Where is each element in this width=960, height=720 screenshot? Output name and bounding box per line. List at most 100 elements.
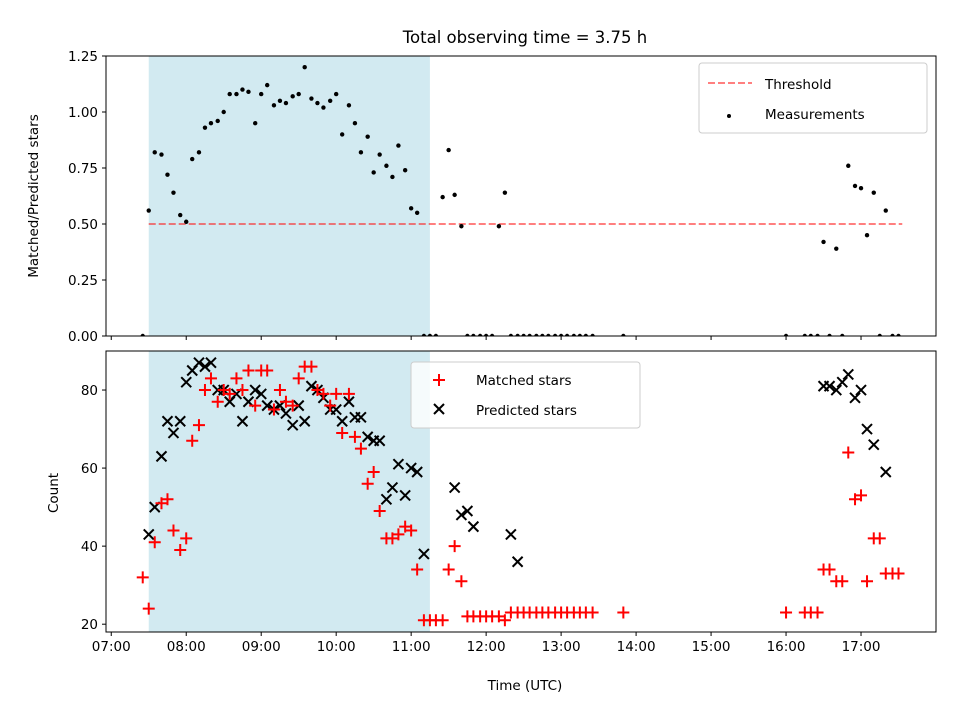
matched-star-point	[148, 536, 161, 549]
measurement-point	[433, 333, 439, 336]
measurement-point	[621, 333, 626, 336]
matched-star-point	[292, 372, 305, 385]
measurement-point	[440, 194, 445, 200]
predicted-star-point	[861, 423, 873, 435]
matched-star-point	[167, 524, 180, 537]
predicted-star-point	[205, 357, 217, 369]
measurement-point	[402, 168, 408, 173]
measurement-point	[277, 98, 283, 104]
matched-star-point	[211, 395, 224, 408]
x-tick-label: 09:00	[242, 639, 281, 655]
predicted-star-point	[855, 384, 867, 396]
measurement-point	[315, 100, 320, 106]
measurement-point	[871, 190, 876, 195]
predicted-star-point	[399, 489, 411, 502]
matched-star-point	[261, 364, 274, 377]
measurement-point	[259, 91, 264, 97]
bottom-y-tick-label: 80	[81, 383, 98, 399]
measurement-point	[396, 143, 401, 148]
bottom-y-tick-label: 40	[81, 539, 98, 555]
matched-star-point	[317, 387, 330, 400]
measurement-point	[171, 190, 176, 195]
measurement-point	[427, 333, 433, 336]
measurement-point	[215, 118, 220, 124]
top-y-tick-label: 1.00	[68, 105, 98, 121]
predicted-star-point	[823, 380, 836, 392]
predicted-star-point	[143, 528, 155, 541]
predicted-legend-swatch	[433, 403, 445, 415]
predicted-star-point	[155, 450, 168, 463]
bottom-panel: 07:00 08:00 09:00 10:00 11:00 12:00 13:00 14:00…	[46, 350, 937, 655]
legend-measurements-label: Measurements	[765, 107, 865, 123]
measurement-point	[783, 333, 789, 336]
predicted-star-point	[386, 481, 399, 494]
matched-star-point	[586, 606, 599, 619]
measurement-point	[583, 333, 589, 336]
legend-matched-label: Matched stars	[476, 373, 572, 389]
measurement-point	[546, 333, 551, 336]
matched-star-point	[198, 384, 211, 397]
legend-predicted-label: Predicted stars	[476, 403, 577, 419]
matched-star-point	[336, 426, 349, 439]
measurement-point	[271, 103, 277, 108]
measurement-point	[196, 150, 202, 155]
bottom-legend-box	[410, 361, 641, 429]
measurement-point	[534, 333, 539, 336]
matched-star-point	[186, 434, 199, 447]
measurement-point	[159, 152, 164, 157]
x-tick-label: 07:00	[92, 639, 131, 655]
x-tick-label: 10:00	[317, 639, 356, 655]
predicted-star-point	[249, 384, 261, 396]
measurement-point	[552, 333, 558, 336]
measurement-point	[152, 150, 157, 155]
matched-star-point	[249, 399, 262, 412]
measurement-point	[414, 210, 420, 215]
measurement-point	[577, 333, 583, 336]
matched-star-point	[448, 540, 461, 553]
predicted-star-point	[830, 384, 842, 396]
matched-star-point	[142, 602, 155, 615]
measurement-point	[802, 333, 807, 336]
predicted-star-point	[373, 435, 386, 447]
measurement-point	[496, 224, 502, 229]
measurement-point	[146, 208, 151, 213]
top-y-tick-label: 1.25	[68, 49, 98, 65]
matched-star-point	[305, 360, 318, 373]
predicted-star-point	[880, 466, 892, 478]
matched-star-point	[617, 606, 630, 619]
measurement-point	[302, 65, 307, 70]
measurement-point	[253, 121, 258, 126]
predicted-star-point	[336, 415, 348, 427]
measurement-point	[540, 333, 545, 336]
matched-star-point	[392, 528, 405, 541]
predicted-star-point	[286, 419, 299, 431]
measurement-point	[296, 91, 301, 97]
top-y-tick-label: 0.00	[68, 329, 98, 345]
predicted-star-point	[849, 392, 861, 404]
matched-star-point	[436, 614, 449, 627]
matched-star-point	[811, 606, 824, 619]
measurement-point	[365, 134, 370, 139]
matched-star-point	[873, 532, 886, 545]
x-tick-label: 14:00	[617, 639, 656, 655]
x-tick-label: 15:00	[692, 639, 731, 655]
matched-star-point	[324, 399, 337, 412]
matched-star-point	[279, 395, 292, 408]
measurement-point	[377, 152, 382, 157]
predicted-star-point	[343, 396, 355, 408]
matched-star-point	[161, 493, 174, 506]
measurement-point	[896, 333, 901, 336]
matched-star-point	[373, 505, 386, 518]
predicted-star-point	[505, 528, 517, 541]
measurement-point	[283, 100, 289, 106]
predicted-star-point	[255, 388, 267, 400]
top-legend-box	[698, 62, 928, 134]
measurement-point	[384, 163, 389, 168]
predicted-star-point	[355, 411, 367, 424]
measurement-point	[465, 333, 470, 336]
matched-star-point	[405, 524, 418, 537]
measurement-point	[352, 121, 358, 126]
measurement-point	[339, 132, 345, 137]
matched-star-point	[455, 575, 468, 588]
